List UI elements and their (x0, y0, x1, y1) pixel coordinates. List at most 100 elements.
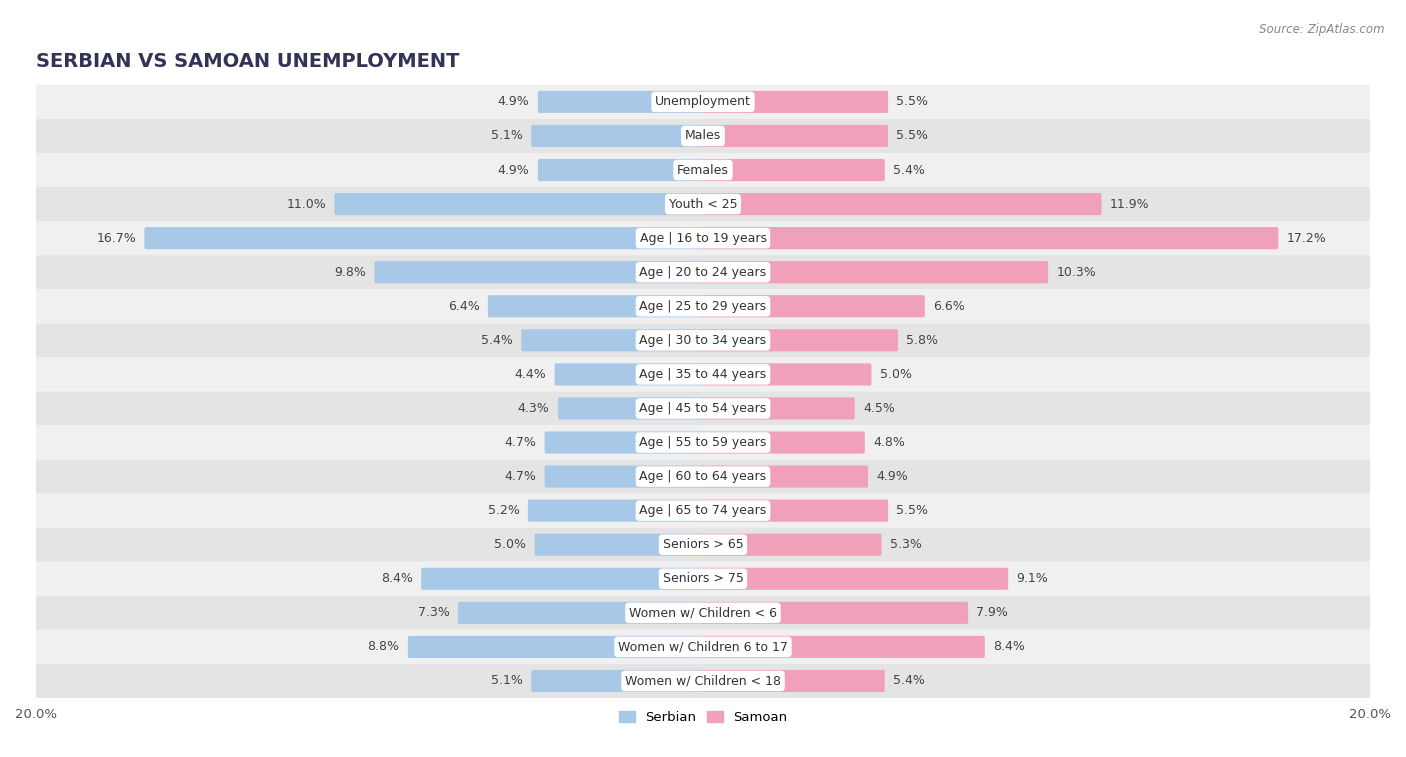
Text: 5.5%: 5.5% (897, 95, 928, 108)
FancyBboxPatch shape (458, 602, 704, 624)
Text: 9.1%: 9.1% (1017, 572, 1049, 585)
Text: 5.5%: 5.5% (897, 129, 928, 142)
FancyBboxPatch shape (558, 397, 704, 419)
FancyBboxPatch shape (531, 125, 704, 147)
Text: Unemployment: Unemployment (655, 95, 751, 108)
Text: 4.7%: 4.7% (505, 436, 536, 449)
FancyBboxPatch shape (538, 159, 704, 181)
Text: Women w/ Children 6 to 17: Women w/ Children 6 to 17 (619, 640, 787, 653)
Text: 7.9%: 7.9% (977, 606, 1008, 619)
FancyBboxPatch shape (335, 193, 704, 215)
Text: 5.3%: 5.3% (890, 538, 922, 551)
Text: 8.4%: 8.4% (381, 572, 413, 585)
FancyBboxPatch shape (527, 500, 704, 522)
FancyBboxPatch shape (702, 670, 884, 692)
FancyBboxPatch shape (37, 391, 1369, 425)
FancyBboxPatch shape (702, 500, 889, 522)
Text: Women w/ Children < 6: Women w/ Children < 6 (628, 606, 778, 619)
Text: 5.0%: 5.0% (880, 368, 911, 381)
Text: 5.0%: 5.0% (495, 538, 526, 551)
Text: 4.9%: 4.9% (876, 470, 908, 483)
Text: 5.4%: 5.4% (481, 334, 513, 347)
Text: Females: Females (678, 164, 728, 176)
FancyBboxPatch shape (544, 431, 704, 453)
Text: 5.1%: 5.1% (491, 129, 523, 142)
Text: 17.2%: 17.2% (1286, 232, 1326, 245)
Text: Age | 60 to 64 years: Age | 60 to 64 years (640, 470, 766, 483)
FancyBboxPatch shape (488, 295, 704, 317)
FancyBboxPatch shape (37, 459, 1369, 494)
FancyBboxPatch shape (702, 397, 855, 419)
FancyBboxPatch shape (37, 221, 1369, 255)
Text: 4.4%: 4.4% (515, 368, 547, 381)
Text: 7.3%: 7.3% (418, 606, 450, 619)
FancyBboxPatch shape (702, 568, 1008, 590)
FancyBboxPatch shape (37, 289, 1369, 323)
Text: 4.9%: 4.9% (498, 95, 530, 108)
FancyBboxPatch shape (37, 187, 1369, 221)
FancyBboxPatch shape (37, 425, 1369, 459)
FancyBboxPatch shape (37, 85, 1369, 119)
Text: 11.0%: 11.0% (287, 198, 326, 210)
FancyBboxPatch shape (37, 664, 1369, 698)
FancyBboxPatch shape (702, 329, 898, 351)
FancyBboxPatch shape (531, 670, 704, 692)
FancyBboxPatch shape (702, 227, 1278, 249)
FancyBboxPatch shape (702, 431, 865, 453)
Text: Age | 55 to 59 years: Age | 55 to 59 years (640, 436, 766, 449)
Text: Seniors > 65: Seniors > 65 (662, 538, 744, 551)
Text: 5.4%: 5.4% (893, 674, 925, 687)
Text: 4.8%: 4.8% (873, 436, 905, 449)
FancyBboxPatch shape (702, 193, 1101, 215)
FancyBboxPatch shape (702, 295, 925, 317)
Text: Seniors > 75: Seniors > 75 (662, 572, 744, 585)
FancyBboxPatch shape (702, 159, 884, 181)
FancyBboxPatch shape (37, 153, 1369, 187)
Text: Youth < 25: Youth < 25 (669, 198, 737, 210)
FancyBboxPatch shape (37, 357, 1369, 391)
FancyBboxPatch shape (37, 323, 1369, 357)
FancyBboxPatch shape (37, 562, 1369, 596)
FancyBboxPatch shape (554, 363, 704, 385)
FancyBboxPatch shape (544, 466, 704, 488)
Text: Age | 45 to 54 years: Age | 45 to 54 years (640, 402, 766, 415)
Text: 9.8%: 9.8% (335, 266, 366, 279)
Text: Males: Males (685, 129, 721, 142)
Text: 4.3%: 4.3% (517, 402, 550, 415)
FancyBboxPatch shape (422, 568, 704, 590)
Text: 6.4%: 6.4% (447, 300, 479, 313)
Text: 5.5%: 5.5% (897, 504, 928, 517)
Text: 8.8%: 8.8% (367, 640, 399, 653)
Legend: Serbian, Samoan: Serbian, Samoan (613, 706, 793, 729)
Text: 11.9%: 11.9% (1109, 198, 1150, 210)
Text: Age | 30 to 34 years: Age | 30 to 34 years (640, 334, 766, 347)
Text: 4.9%: 4.9% (498, 164, 530, 176)
FancyBboxPatch shape (37, 630, 1369, 664)
FancyBboxPatch shape (37, 255, 1369, 289)
Text: Age | 35 to 44 years: Age | 35 to 44 years (640, 368, 766, 381)
Text: Women w/ Children < 18: Women w/ Children < 18 (626, 674, 780, 687)
Text: Age | 65 to 74 years: Age | 65 to 74 years (640, 504, 766, 517)
FancyBboxPatch shape (702, 125, 889, 147)
FancyBboxPatch shape (522, 329, 704, 351)
FancyBboxPatch shape (534, 534, 704, 556)
Text: 4.7%: 4.7% (505, 470, 536, 483)
FancyBboxPatch shape (538, 91, 704, 113)
FancyBboxPatch shape (37, 596, 1369, 630)
Text: 16.7%: 16.7% (96, 232, 136, 245)
FancyBboxPatch shape (37, 119, 1369, 153)
Text: 5.1%: 5.1% (491, 674, 523, 687)
FancyBboxPatch shape (408, 636, 704, 658)
Text: Age | 25 to 29 years: Age | 25 to 29 years (640, 300, 766, 313)
Text: 6.6%: 6.6% (934, 300, 965, 313)
FancyBboxPatch shape (702, 466, 868, 488)
FancyBboxPatch shape (37, 528, 1369, 562)
Text: SERBIAN VS SAMOAN UNEMPLOYMENT: SERBIAN VS SAMOAN UNEMPLOYMENT (37, 52, 460, 71)
Text: Source: ZipAtlas.com: Source: ZipAtlas.com (1260, 23, 1385, 36)
FancyBboxPatch shape (702, 91, 889, 113)
FancyBboxPatch shape (702, 363, 872, 385)
Text: 5.8%: 5.8% (907, 334, 938, 347)
Text: Age | 20 to 24 years: Age | 20 to 24 years (640, 266, 766, 279)
FancyBboxPatch shape (37, 494, 1369, 528)
FancyBboxPatch shape (702, 636, 984, 658)
